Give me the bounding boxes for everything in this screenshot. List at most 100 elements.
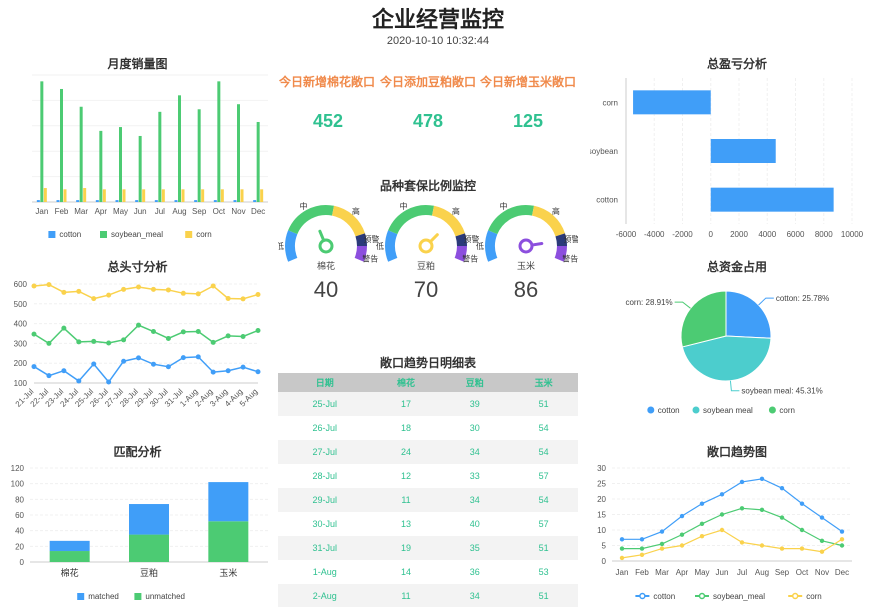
table-cell: 19 [371,536,441,560]
y-tick-label: 400 [14,320,28,329]
kpi-label-cotton: 今日新增棉花敞口 [278,75,375,89]
point-yellow [46,282,52,288]
point-cotton [679,513,685,519]
x-tick-label: Oct [213,207,226,216]
point-cotton [699,501,705,506]
bar-corn-Jul [161,189,165,202]
point-yellow [240,296,246,302]
bar-soybean_meal-Mar [79,106,83,202]
point-blue [240,364,246,370]
point-yellow [255,291,261,297]
point-soybean_meal [839,543,845,548]
kpi-label-soybean: 今日添加豆粕敞口 [379,75,476,89]
gauge-needle [530,241,544,247]
x-tick-label: Feb [55,207,69,216]
gauge-tick-label: 中 [500,201,508,211]
point-cotton [799,501,805,506]
gauge-band [431,205,465,237]
point-soybean_meal [779,515,785,520]
pie-slice-soybean meal [681,335,772,382]
x-tick-label: 2000 [730,230,748,239]
table-cell: 51 [509,392,578,416]
bar-cotton-Oct [213,200,217,202]
gauge-tick-label: 警告 [562,253,578,263]
profit-loss-chart[interactable]: -6000 -4000 -2000 0 2000 4000 6000 8000 10000 cor… [590,70,876,245]
bar-soybean_meal-Oct [217,81,221,202]
table-cell: 51 [509,584,578,607]
bar-cotton [710,187,834,212]
x-tick-label: Apr [95,207,108,216]
gauge-pivot [418,238,434,254]
table-cell: 51 [509,536,578,560]
bar-cotton-Apr [95,200,99,202]
point-blue [61,368,67,374]
legend-label: soybean_meal [713,592,765,601]
legend-swatch [100,231,107,238]
pie-label: soybean meal: 45.31% [741,387,822,396]
exposure-trend-title: 敞口趋势图 [706,445,767,459]
x-tick-label: 玉米 [219,567,237,578]
x-tick-label: Feb [635,568,649,577]
monthly-sales-chart[interactable]: Jan Feb Mar Apr May Jun Jul Aug Sep Oct Nov Dec cott… [0,70,275,245]
match-title: 匹配分析 [113,445,162,459]
kpi-label-corn: 今日新增玉米敞口 [479,75,576,89]
legend-swatch [768,406,776,414]
gauge-pivot [318,238,334,254]
point-green [31,331,37,337]
point-yellow [195,291,201,297]
point-soybean_meal [639,546,645,551]
gauge-band [454,245,467,262]
exposure-trend-chart[interactable]: 0 5 10 15 20 25 30 Jan Feb Mar Apr May Jun Jul Aug Sep O… [590,458,876,606]
gauge-band [288,205,334,235]
table-row: 25-Jul 17 39 51 [278,392,578,416]
capital-share-chart[interactable]: cotton: 25.78% soybean meal: 45.31% corn: … [598,272,876,422]
bar-soybean_meal-Feb [60,88,63,202]
legend-label: cotton [59,230,81,239]
line-series-soybean_meal [622,507,843,550]
y-tick-label: 0 [20,558,25,567]
table-row: 27-Jul 24 34 54 [278,440,578,464]
point-cotton [839,529,845,534]
gauge-name: 豆粕 [417,260,435,271]
head-size-title: 总头寸分析 [107,260,168,274]
point-corn [839,537,845,542]
x-tick-label: Jan [35,207,48,216]
point-blue [165,364,171,370]
point-soybean_meal [699,521,705,526]
point-yellow [31,283,37,289]
y-tick-label: 25 [597,480,606,489]
table-cell: 13 [371,512,441,536]
point-green [150,329,156,335]
legend-swatch [48,231,56,238]
point-corn [819,549,825,554]
pie-slice-corn [680,290,727,348]
table-cell: 57 [509,464,578,488]
head-size-chart[interactable]: 10020030040050060021-Jul22-Jul23-Jul24-J… [0,272,275,417]
y-tick-label: 60 [15,511,24,520]
legend-label: cotton [658,406,680,415]
point-soybean_meal [619,546,625,551]
x-tick-label: Sep [775,568,790,577]
gauge-tick-label: 预警 [363,234,379,244]
point-yellow [180,290,186,296]
capital-share-title: 总资金占用 [706,260,767,274]
point-soybean_meal [759,507,765,513]
point-soybean_meal [739,506,745,511]
exposure-detail-table: 日期 棉花 豆粕 玉米 25-Jul 17 39 51 26-Jul 18 30 54 27… [278,373,578,607]
point-blue [91,361,97,367]
y-tick-label: 40 [15,527,24,536]
point-yellow [150,286,156,292]
table-row: 30-Jul 13 40 57 [278,512,578,536]
x-tick-label: Mar [74,207,88,216]
table-row: 28-Jul 12 33 57 [278,464,578,488]
point-blue [180,355,186,361]
legend-swatch [134,593,142,600]
legend-label: corn [806,592,822,601]
table-row: 26-Jul 18 30 54 [278,416,578,440]
x-tick-label: Apr [676,568,689,577]
gauge-value: 40 [314,277,338,302]
table-cell: 57 [509,512,578,536]
legend-label: matched [88,592,119,601]
match-chart[interactable]: 0 20 40 60 80 100 120 棉花 豆粕 玉米 matched unmatched [0,458,275,606]
point-corn [679,543,685,548]
